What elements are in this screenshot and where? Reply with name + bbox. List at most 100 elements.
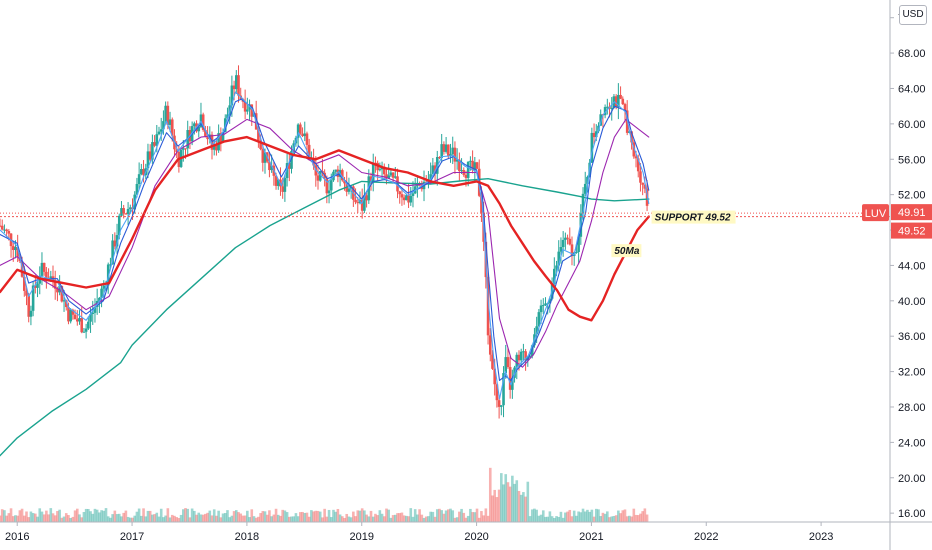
candle-body <box>506 357 510 368</box>
volume-bar <box>369 510 373 522</box>
volume-bar <box>102 510 106 522</box>
volume-bar <box>53 515 57 522</box>
x-tick-label: 2016 <box>5 531 29 543</box>
volume-bar <box>87 509 90 522</box>
volume-bar <box>210 515 214 522</box>
candle-body <box>371 162 375 183</box>
last-price-label: 49.91 <box>898 207 926 219</box>
volume-bar <box>407 516 410 522</box>
volume-bar <box>3 510 6 522</box>
volume-bar <box>575 515 578 522</box>
candle-body <box>197 127 201 132</box>
ma200-line <box>0 178 650 457</box>
volume-bar <box>394 514 397 522</box>
volume-bar <box>526 481 530 522</box>
candle-body <box>632 142 636 157</box>
volume-bar <box>201 514 205 522</box>
candle-body <box>555 265 558 269</box>
candle-body <box>29 310 33 317</box>
volume-bar <box>109 517 112 522</box>
candle-body <box>87 321 90 329</box>
support-line <box>0 212 890 218</box>
candle-body <box>491 354 494 369</box>
volume-bar <box>367 516 371 522</box>
x-tick-label: 2020 <box>464 531 488 543</box>
volume-bar <box>477 517 481 522</box>
volume-bar <box>537 515 541 522</box>
candle-body <box>246 109 249 112</box>
volume-bar <box>321 517 324 522</box>
candle-body <box>36 283 39 288</box>
annotation-box <box>651 210 736 224</box>
candle-body <box>453 147 457 162</box>
candle-body <box>182 148 185 150</box>
candle-body <box>495 384 499 401</box>
volume-bar <box>389 517 393 522</box>
volume-bar <box>226 510 229 522</box>
volume-bar <box>252 516 256 522</box>
candle-body <box>60 285 64 302</box>
candle-body <box>146 151 150 169</box>
volume-bar <box>60 517 64 522</box>
x-tick-label: 2023 <box>809 531 833 543</box>
volume-bar <box>429 511 432 522</box>
y-tick-label: 60.00 <box>898 119 926 131</box>
volume-bar <box>215 515 218 522</box>
volume-bar <box>528 516 532 522</box>
candlesticks <box>0 65 649 419</box>
candle-body <box>91 312 95 314</box>
candle-body <box>45 271 48 281</box>
candle-body <box>610 107 614 109</box>
candle-body <box>128 207 132 209</box>
fast1-line <box>0 91 650 400</box>
candle-body <box>566 237 569 239</box>
volume-bar <box>632 508 636 522</box>
volume-bar <box>290 516 293 522</box>
volume-bar <box>329 517 333 522</box>
candle-body <box>73 314 77 320</box>
candle-body <box>636 158 640 172</box>
volume-bar <box>343 517 346 522</box>
volume-bar <box>0 509 4 522</box>
candle-body <box>56 288 59 293</box>
volume-bar <box>179 514 183 522</box>
volume-bar <box>535 509 538 522</box>
x-tick-label: 2017 <box>120 531 144 543</box>
candle-body <box>535 326 538 335</box>
candle-body <box>257 129 260 141</box>
volume-bar <box>235 510 238 522</box>
volume-bar <box>365 514 368 522</box>
candle-body <box>405 195 408 201</box>
y-tick-label: 24.00 <box>898 437 926 449</box>
volume-bar <box>100 510 103 522</box>
volume-bar <box>27 517 31 522</box>
volume-bar <box>285 512 289 522</box>
support-price-label-bg <box>891 222 932 239</box>
candle-body <box>148 151 152 160</box>
candle-body <box>268 161 271 171</box>
volume-bar <box>553 517 556 522</box>
volume-bar <box>449 508 452 522</box>
volume-bar <box>190 508 194 522</box>
volume-bar <box>564 512 567 522</box>
candle-body <box>230 85 234 106</box>
candle-body <box>517 354 521 361</box>
volume-bar <box>197 512 201 522</box>
volume-bar <box>305 512 309 522</box>
volume-bar <box>259 513 262 522</box>
volume-bar <box>64 513 68 522</box>
volume-bar <box>493 489 496 522</box>
candle-body <box>89 313 92 322</box>
currency-button[interactable]: USD <box>899 5 927 25</box>
candle-body <box>7 231 11 234</box>
candle-body <box>299 124 302 134</box>
volume-bar <box>206 512 209 522</box>
candle-body <box>365 195 368 201</box>
candle-body <box>155 134 159 146</box>
volume-bar <box>427 516 430 522</box>
volume-bar <box>58 509 61 522</box>
candle-body <box>40 262 44 276</box>
candle-body <box>142 169 145 176</box>
candle-body <box>594 131 598 138</box>
